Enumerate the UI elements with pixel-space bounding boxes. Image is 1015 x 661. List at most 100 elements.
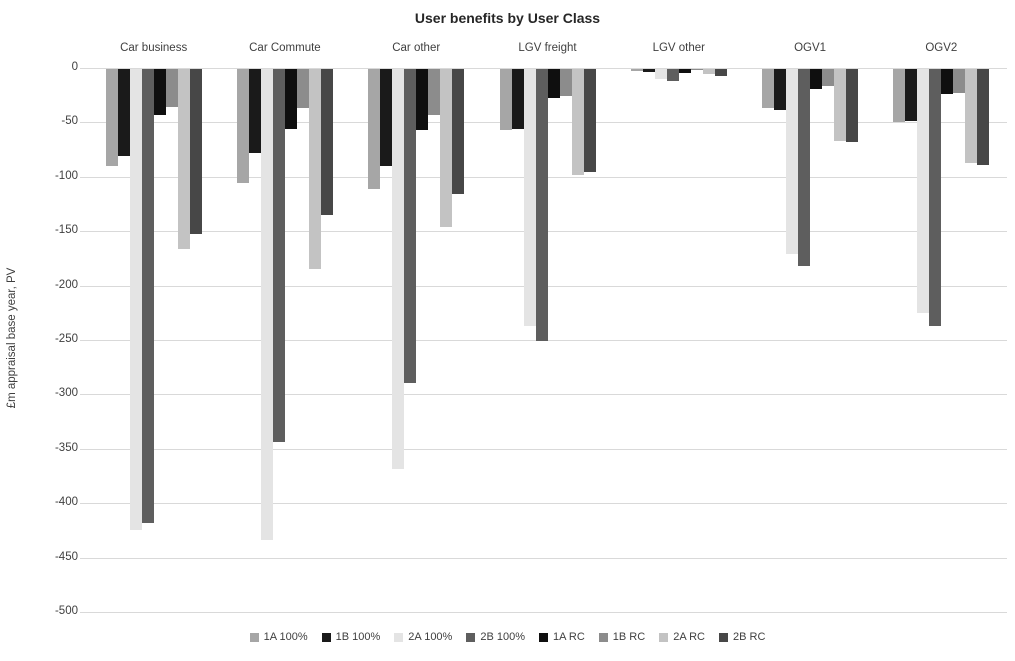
y-tick-label: -150 — [54, 224, 78, 237]
legend-label: 1B RC — [612, 631, 646, 643]
bar-2a-100pct — [917, 69, 930, 313]
category-label-car-other: Car other — [392, 42, 441, 54]
legend-item-2b-rc: 2B RC — [719, 631, 765, 643]
bar-group-car-commute — [236, 68, 333, 612]
bar-1a-rc — [547, 69, 560, 99]
category-label-ogv1: OGV1 — [794, 42, 827, 54]
bar-group-ogv1 — [762, 68, 859, 612]
bar-1b-rc — [559, 69, 572, 97]
legend-swatch-icon — [719, 632, 728, 642]
legend-item-2a-rc: 2A RC — [659, 631, 705, 643]
bar-1a-100pct — [762, 69, 775, 109]
y-tick-label: -500 — [54, 605, 78, 617]
bar-1b-100pct — [905, 69, 918, 122]
bar-2a-rc — [440, 69, 453, 227]
legend-swatch-icon — [394, 632, 404, 642]
bar-2a-100pct — [654, 69, 667, 79]
y-tick-label: -450 — [54, 550, 78, 563]
y-tick-label: -300 — [54, 387, 78, 400]
bar-1a-rc — [810, 69, 823, 89]
bar-2a-rc — [308, 69, 321, 270]
category-label-lgv-other: LGV other — [652, 42, 705, 54]
legend-swatch-icon — [598, 632, 608, 642]
y-tick-label: -100 — [54, 169, 78, 182]
bar-1b-rc — [822, 69, 835, 87]
legend-item-1b-100pct: 1B 100% — [321, 631, 381, 643]
legend-item-1a-100pct: 1A 100% — [249, 631, 308, 643]
bar-group-lgv-freight — [499, 68, 596, 612]
bar-1b-rc — [953, 69, 966, 93]
bar-2b-100pct — [798, 69, 811, 266]
legend-swatch-icon — [466, 632, 476, 642]
legend-swatch-icon — [659, 632, 669, 642]
bar-2a-rc — [571, 69, 584, 175]
y-tick-label: -50 — [61, 115, 78, 128]
bar-2a-rc — [177, 69, 190, 249]
legend-label: 2B 100% — [480, 631, 525, 643]
legend-swatch-icon — [249, 632, 259, 642]
bar-2b-rc — [452, 69, 465, 195]
bar-1b-100pct — [380, 69, 393, 166]
bar-1a-100pct — [368, 69, 381, 189]
bar-2a-100pct — [260, 69, 273, 541]
bar-1a-100pct — [236, 69, 249, 184]
category-label-car-business: Car business — [120, 42, 188, 54]
bar-2b-rc — [320, 69, 333, 215]
y-tick-label: 0 — [71, 61, 78, 73]
bar-2b-rc — [583, 69, 596, 173]
category-label-car-commute: Car Commute — [249, 42, 321, 54]
legend-item-2b-100pct: 2B 100% — [466, 631, 525, 643]
y-tick-label: -400 — [54, 496, 78, 509]
y-tick-label: -200 — [54, 278, 78, 291]
bar-1b-100pct — [774, 69, 787, 111]
legend-item-1a-rc: 1A RC — [539, 631, 585, 643]
legend: 1A 100% 1B 100% 2A 100% 2B 100% 1A RC 1B RC 2A… — [0, 631, 1015, 643]
category-label-lgv-freight: LGV freight — [518, 42, 577, 54]
legend-label: 1B 100% — [335, 631, 381, 643]
bar-2b-rc — [714, 69, 727, 76]
bar-1a-100pct — [105, 69, 118, 166]
bar-1a-100pct — [893, 69, 906, 123]
bar-2a-rc — [702, 69, 715, 75]
bar-1b-100pct — [642, 69, 655, 73]
legend-label: 2A RC — [673, 631, 705, 643]
bar-2a-rc — [965, 69, 978, 163]
bar-2a-100pct — [523, 69, 536, 326]
bar-1a-rc — [416, 69, 429, 130]
bar-1b-rc — [690, 69, 703, 71]
bar-2b-100pct — [404, 69, 417, 384]
bar-1a-rc — [153, 69, 166, 115]
gridline--350 — [80, 448, 1007, 450]
category-label-ogv2: OGV2 — [925, 42, 958, 54]
bar-group-lgv-other — [630, 68, 727, 612]
bar-1b-100pct — [117, 69, 130, 157]
bar-1a-rc — [284, 69, 297, 129]
gridline--400 — [80, 503, 1007, 505]
gridline--500 — [80, 612, 1007, 613]
bar-2a-100pct — [129, 69, 142, 531]
bar-2b-rc — [977, 69, 990, 165]
bar-2b-100pct — [666, 69, 679, 81]
bar-2a-100pct — [392, 69, 405, 470]
legend-item-2a-100pct: 2A 100% — [394, 631, 452, 643]
bar-1b-rc — [296, 69, 309, 109]
bar-2b-rc — [189, 69, 202, 235]
bar-1b-rc — [165, 69, 178, 108]
y-tick-label: -350 — [54, 441, 78, 454]
legend-label: 2A 100% — [408, 631, 453, 643]
plot-area — [80, 68, 1007, 613]
bar-2a-rc — [834, 69, 847, 141]
gridline--300 — [80, 394, 1007, 396]
legend-swatch-icon — [539, 632, 548, 642]
gridline--450 — [80, 557, 1007, 559]
legend-label: 1A 100% — [263, 631, 308, 643]
y-tick-label: -250 — [54, 333, 78, 345]
bar-2b-100pct — [272, 69, 285, 443]
chart-title: User benefits by User Class — [414, 10, 601, 26]
legend-item-1b-rc: 1B RC — [598, 631, 646, 643]
y-axis-title: £m appraisal base year, PV — [6, 267, 18, 409]
gridline-0 — [80, 68, 1007, 69]
legend-swatch-icon — [321, 632, 331, 642]
bar-2b-rc — [846, 69, 859, 142]
